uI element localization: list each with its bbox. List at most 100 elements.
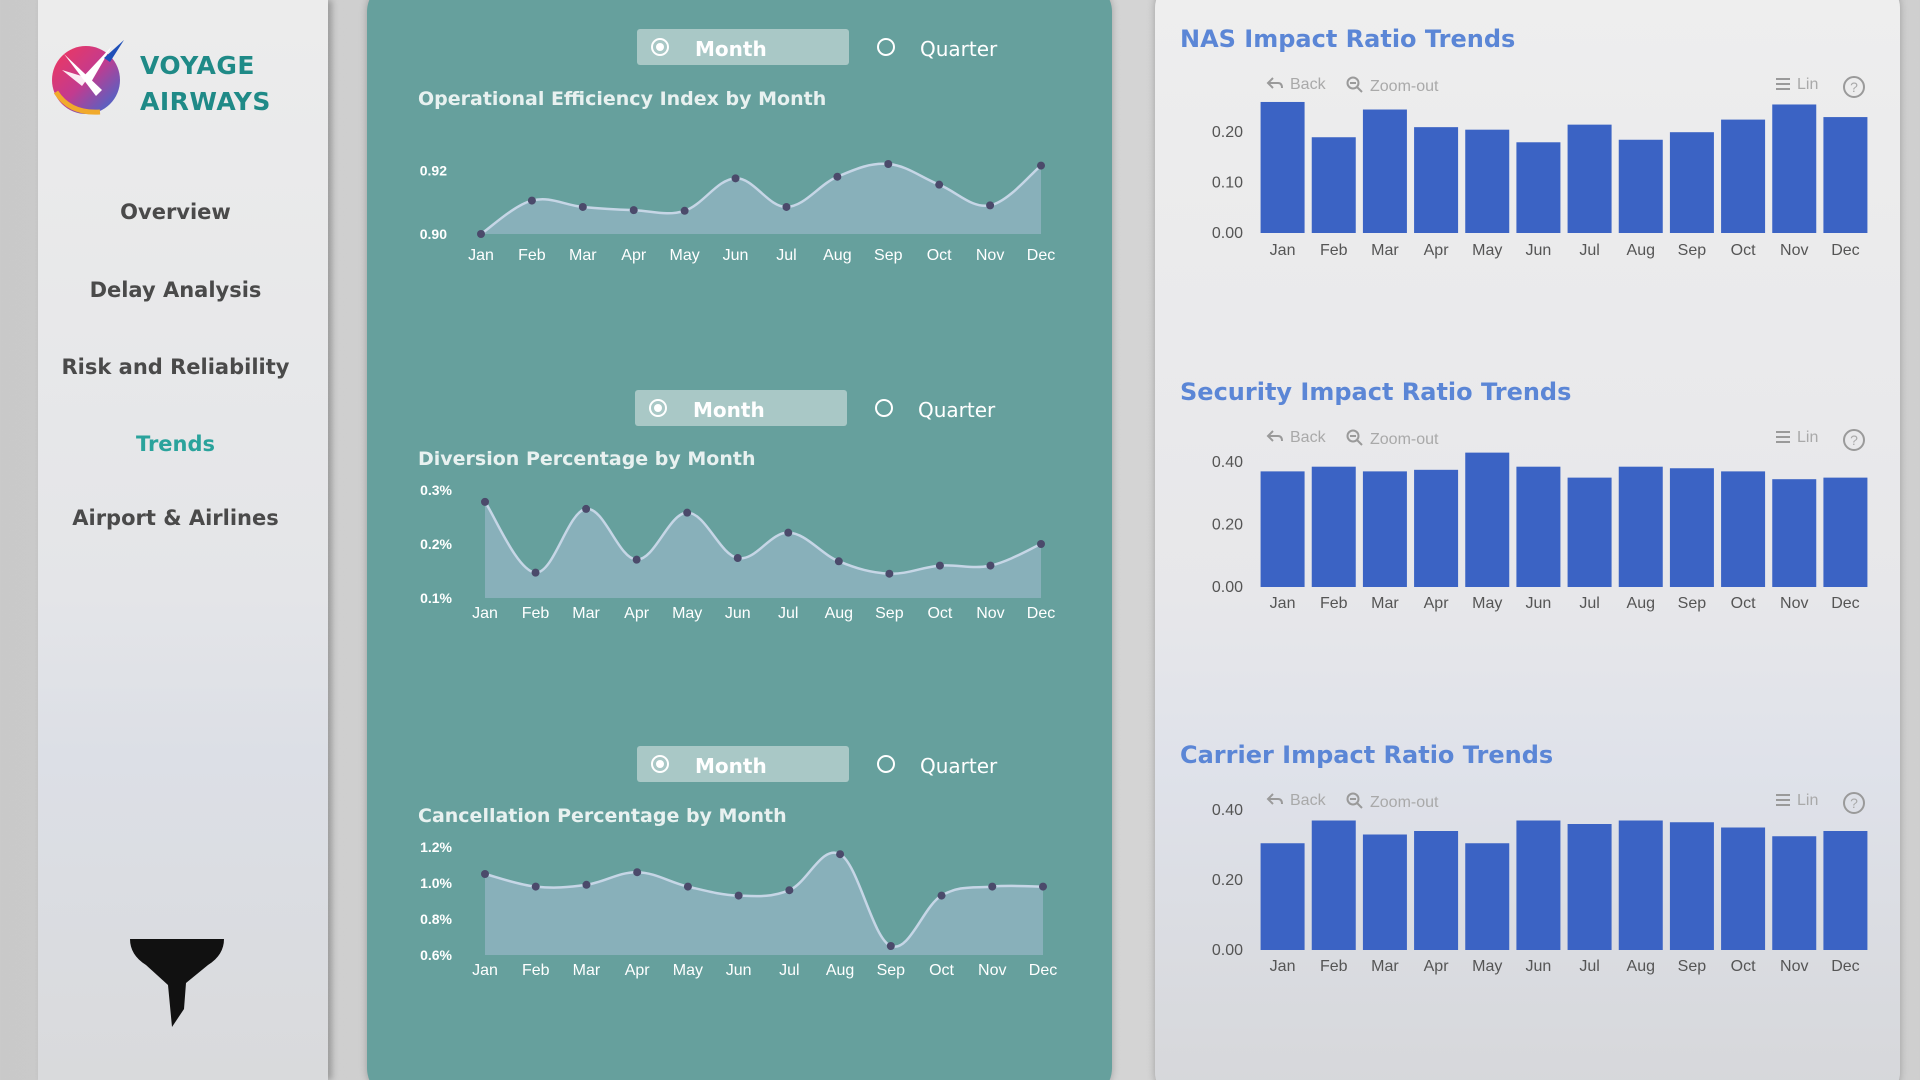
bar xyxy=(1414,469,1459,587)
back-arrow-icon xyxy=(1266,793,1283,805)
zoom-out-label: Zoom-out xyxy=(1370,431,1439,448)
x-tick-label: Sep xyxy=(1678,958,1707,975)
y-tick-label: 1.0% xyxy=(420,875,452,891)
nav-delay-analysis[interactable]: Delay Analysis xyxy=(89,278,262,302)
bar xyxy=(1823,477,1868,587)
x-tick-label: Feb xyxy=(522,962,550,979)
y-tick-label: 1.2% xyxy=(420,839,452,855)
y-tick-label: 0.40 xyxy=(1212,802,1243,819)
x-tick-label: Jun xyxy=(725,605,751,622)
bar xyxy=(1414,831,1459,950)
filter-icon[interactable] xyxy=(128,935,228,1030)
efficiency-line-chart: 0.92 0.90 Jan Feb Mar Apr May Jun Jul Aug Sep Oct No… xyxy=(420,160,1055,264)
lin-label: Lin xyxy=(1797,76,1819,93)
quarter-option[interactable]: Quarter xyxy=(875,390,1015,426)
lin-scale-button[interactable]: Lin xyxy=(1775,429,1818,447)
help-icon[interactable]: ? xyxy=(1843,76,1865,98)
back-button[interactable]: Back xyxy=(1266,429,1326,447)
x-tick-label: Aug xyxy=(823,247,851,264)
y-tick-label: 0.00 xyxy=(1212,225,1243,242)
help-icon[interactable]: ? xyxy=(1843,792,1865,814)
lin-scale-button[interactable]: Lin xyxy=(1775,76,1818,94)
bar xyxy=(1669,822,1714,950)
data-point xyxy=(527,196,536,205)
data-point xyxy=(582,504,591,513)
zoom-out-icon xyxy=(1346,429,1363,446)
data-point xyxy=(633,868,642,877)
data-point xyxy=(834,557,843,566)
brand-line-1: VOYAGE xyxy=(140,51,255,80)
bar xyxy=(1311,820,1356,950)
data-point xyxy=(782,202,791,211)
bar xyxy=(1362,834,1407,950)
x-tick-label: Jan xyxy=(468,247,494,264)
x-tick-label: Mar xyxy=(1371,595,1399,612)
bar xyxy=(1721,119,1766,233)
security-chart-toolbar: Back Zoom-out Lin ? xyxy=(1250,429,1910,451)
data-point xyxy=(935,180,944,189)
quarter-option[interactable]: Quarter xyxy=(877,746,1017,782)
data-point xyxy=(1039,882,1047,891)
x-tick-label: Nov xyxy=(976,605,1004,622)
x-tick-label: Jan xyxy=(472,962,498,979)
x-tick-label: Feb xyxy=(518,247,546,264)
cancellation-chart-title: Cancellation Percentage by Month xyxy=(418,805,787,827)
month-option[interactable]: Month xyxy=(637,746,849,782)
area-fill xyxy=(485,852,1043,955)
x-tick-label: Mar xyxy=(1371,958,1399,975)
nav-risk-and-reliability[interactable]: Risk and Reliability xyxy=(61,355,290,379)
quarter-radio-icon xyxy=(877,755,895,773)
x-tick-label: Jul xyxy=(776,247,796,264)
x-tick-label: Mar xyxy=(572,605,600,622)
month-option[interactable]: Month xyxy=(635,390,847,426)
data-point xyxy=(836,850,845,859)
quarter-radio-icon xyxy=(877,38,895,56)
period-toggle-diversion: Month Quarter xyxy=(635,390,1015,426)
zoom-out-button[interactable]: Zoom-out xyxy=(1346,792,1438,812)
data-point xyxy=(1037,161,1045,170)
x-tick-label: Oct xyxy=(1731,242,1756,259)
zoom-out-button[interactable]: Zoom-out xyxy=(1346,429,1438,449)
y-tick-label: 0.00 xyxy=(1212,942,1243,959)
bar xyxy=(1414,127,1459,233)
data-point xyxy=(988,882,997,891)
x-tick-label: Apr xyxy=(625,962,651,979)
month-option[interactable]: Month xyxy=(637,29,849,65)
bar xyxy=(1618,466,1663,587)
lin-label: Lin xyxy=(1797,429,1819,446)
data-point xyxy=(578,202,587,211)
carrier-chart-title: Carrier Impact Ratio Trends xyxy=(1180,741,1554,769)
back-button[interactable]: Back xyxy=(1266,792,1326,810)
nav-trends[interactable]: Trends xyxy=(135,432,216,456)
x-tick-label: Feb xyxy=(1320,595,1348,612)
month-radio-icon xyxy=(649,399,667,417)
help-icon[interactable]: ? xyxy=(1843,429,1865,451)
bar xyxy=(1721,471,1766,587)
bar xyxy=(1260,843,1305,950)
data-point xyxy=(733,554,742,563)
lin-scale-button[interactable]: Lin xyxy=(1775,792,1818,810)
data-point xyxy=(784,528,793,537)
x-tick-label: Jan xyxy=(1270,958,1296,975)
data-point xyxy=(885,569,894,578)
nav-airport-airlines[interactable]: Airport & Airlines xyxy=(72,506,279,530)
x-tick-label: Jul xyxy=(1579,595,1599,612)
data-point xyxy=(481,497,489,506)
zoom-out-button[interactable]: Zoom-out xyxy=(1346,76,1438,96)
data-point xyxy=(937,891,946,900)
area-fill xyxy=(481,163,1041,234)
data-point xyxy=(680,206,689,215)
data-point xyxy=(1037,540,1045,548)
x-tick-label: Jun xyxy=(726,962,752,979)
x-tick-label: Jul xyxy=(1579,242,1599,259)
data-point xyxy=(531,568,540,577)
x-tick-label: Sep xyxy=(875,605,904,622)
y-tick-label: 0.40 xyxy=(1212,454,1243,471)
bar xyxy=(1567,824,1612,950)
data-point xyxy=(481,870,489,878)
data-point xyxy=(884,160,893,168)
quarter-option[interactable]: Quarter xyxy=(877,29,1017,65)
nav-overview[interactable]: Overview xyxy=(120,200,231,224)
back-button[interactable]: Back xyxy=(1266,76,1326,94)
x-tick-label: Jul xyxy=(779,962,799,979)
